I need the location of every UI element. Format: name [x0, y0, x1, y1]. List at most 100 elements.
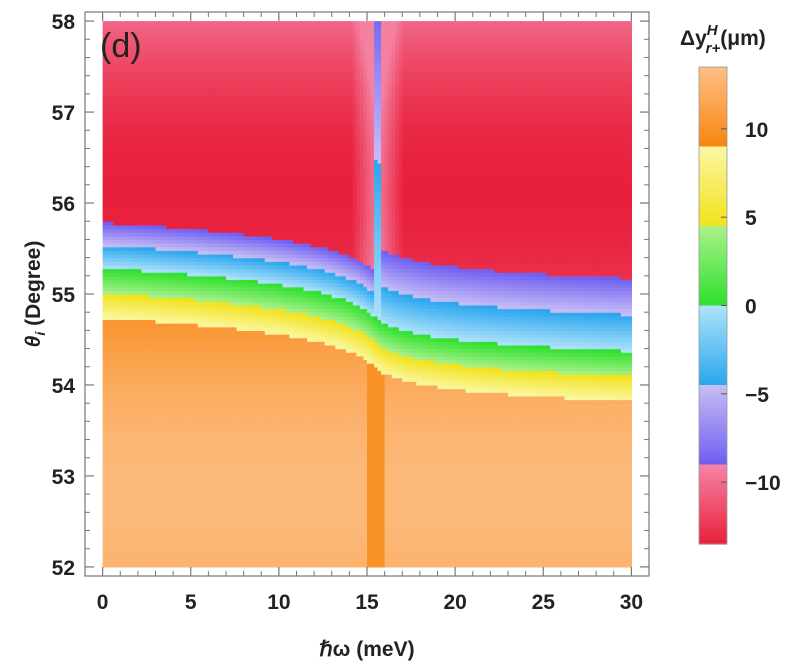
- heatmap-cell: [130, 46, 135, 51]
- heatmap-cell: [173, 272, 178, 277]
- heatmap-cell: [194, 159, 199, 164]
- heatmap-cell: [166, 250, 171, 255]
- heatmap-cell: [123, 250, 128, 255]
- heatmap-cell: [173, 555, 178, 561]
- heatmap-cell: [123, 144, 128, 150]
- heatmap-cell: [190, 468, 195, 473]
- heatmap-cell: [187, 173, 192, 179]
- heatmap-cell: [218, 435, 224, 441]
- heatmap-cell: [183, 406, 188, 412]
- heatmap-cell: [208, 443, 213, 448]
- heatmap-cell: [151, 363, 157, 368]
- heatmap-cell: [127, 443, 132, 448]
- heatmap-cell: [151, 35, 157, 40]
- heatmap-cell: [123, 141, 128, 146]
- heatmap-cell: [190, 177, 195, 182]
- heatmap-cell: [130, 250, 135, 255]
- heatmap-cell: [187, 184, 192, 190]
- heatmap-cell: [120, 352, 125, 357]
- heatmap-cell: [183, 101, 188, 106]
- heatmap-cell: [113, 479, 118, 484]
- heatmap-cell: [204, 384, 209, 390]
- heatmap-cell: [141, 163, 146, 168]
- heatmap-cell: [116, 323, 121, 328]
- heatmap-cell: [208, 545, 213, 550]
- heatmap-cell: [197, 410, 202, 415]
- heatmap-cell: [180, 268, 185, 273]
- heatmap-cell: [102, 79, 107, 84]
- heatmap-cell: [102, 97, 107, 102]
- heatmap-cell: [134, 221, 139, 226]
- heatmap-cell: [197, 115, 202, 120]
- heatmap-cell: [166, 519, 171, 524]
- heatmap-cell: [190, 370, 195, 375]
- heatmap-cell: [155, 486, 160, 492]
- heatmap-cell: [106, 177, 111, 182]
- heatmap-cell: [183, 304, 188, 310]
- heatmap-cell: [137, 519, 143, 524]
- heatmap-cell: [134, 126, 139, 131]
- heatmap-cell: [162, 184, 167, 190]
- heatmap-cell: [120, 228, 125, 233]
- heatmap-cell: [190, 224, 195, 230]
- heatmap-cell: [159, 515, 164, 521]
- heatmap-cell: [127, 79, 132, 84]
- heatmap-cell: [208, 64, 213, 69]
- heatmap-cell: [208, 370, 213, 375]
- heatmap-cell: [173, 155, 178, 160]
- heatmap-cell: [204, 203, 209, 208]
- heatmap-cell: [173, 548, 178, 553]
- heatmap-cell: [176, 213, 181, 219]
- heatmap-cell: [208, 457, 213, 462]
- heatmap-cell: [113, 210, 118, 215]
- heatmap-cell: [148, 359, 153, 364]
- heatmap-cell: [123, 315, 128, 321]
- heatmap-cell: [176, 483, 181, 488]
- heatmap-cell: [190, 432, 195, 437]
- heatmap-cell: [176, 195, 181, 200]
- heatmap-cell: [187, 355, 192, 361]
- heatmap-cell: [141, 268, 146, 273]
- heatmap-cell: [183, 32, 188, 37]
- heatmap-cell: [137, 75, 143, 80]
- heatmap-cell: [159, 21, 164, 26]
- heatmap-cell: [130, 119, 135, 124]
- heatmap-cell: [130, 363, 135, 368]
- heatmap-cell: [180, 257, 185, 262]
- heatmap-cell: [127, 512, 132, 517]
- heatmap-cell: [183, 86, 188, 91]
- heatmap-cell: [204, 79, 209, 84]
- heatmap-cell: [141, 501, 146, 506]
- heatmap-cell: [137, 50, 143, 55]
- heatmap-cell: [183, 508, 188, 513]
- heatmap-cell: [123, 126, 128, 131]
- heatmap-cell: [169, 275, 174, 281]
- heatmap-cell: [194, 35, 199, 40]
- heatmap-cell: [215, 170, 220, 175]
- heatmap-cell: [123, 523, 128, 528]
- heatmap-cell: [204, 188, 209, 193]
- heatmap-cell: [106, 319, 111, 324]
- heatmap-cell: [102, 337, 107, 342]
- heatmap-cell: [134, 181, 139, 186]
- heatmap-cell: [155, 283, 160, 288]
- heatmap-cell: [130, 279, 135, 284]
- heatmap-cell: [134, 203, 139, 208]
- heatmap-cell: [169, 173, 174, 179]
- heatmap-cell: [141, 32, 146, 37]
- heatmap-cell: [151, 112, 157, 117]
- heatmap-cell: [204, 366, 209, 372]
- heatmap-cell: [211, 152, 217, 157]
- heatmap-cell: [197, 475, 202, 481]
- heatmap-cell: [180, 163, 185, 168]
- heatmap-cell: [127, 439, 132, 444]
- heatmap-cell: [130, 104, 135, 110]
- heatmap-cell: [102, 173, 107, 179]
- heatmap-cell: [208, 170, 213, 175]
- heatmap-cell: [141, 388, 146, 393]
- heatmap-cell: [109, 163, 114, 168]
- heatmap-cell: [190, 232, 195, 237]
- heatmap-cell: [218, 548, 224, 553]
- heatmap-cell: [180, 203, 185, 208]
- heatmap-cell: [148, 119, 153, 124]
